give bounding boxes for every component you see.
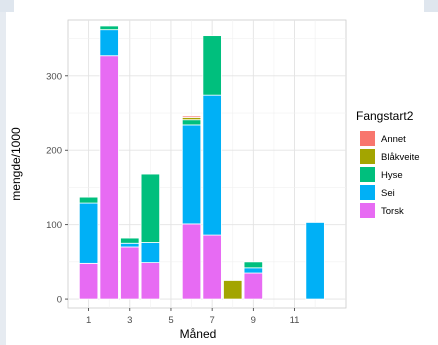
y-tick-label: 200 xyxy=(46,146,62,157)
bar-segment-torsk xyxy=(140,262,161,300)
bar-segment-torsk xyxy=(243,272,263,300)
bar-segment-torsk xyxy=(78,262,99,300)
bar-segment-torsk xyxy=(120,246,140,300)
bar-segment-torsk xyxy=(99,55,119,300)
x-tick-label: 11 xyxy=(290,315,300,326)
x-axis: 1 3 5 7 9 11 xyxy=(86,308,300,326)
legend-key-torsk xyxy=(360,203,375,218)
legend-label-blåkveite: Blåkveite xyxy=(381,152,420,163)
legend-label-annet: Annet xyxy=(381,134,406,145)
bar-segment-sei xyxy=(78,202,99,264)
bar-segment-hyse xyxy=(99,25,119,31)
x-tick-label: 3 xyxy=(127,315,132,326)
y-tick-label: 300 xyxy=(46,71,62,82)
legend-key-annet xyxy=(360,131,375,146)
legend-key-sei xyxy=(360,185,375,200)
legend-label-hyse: Hyse xyxy=(381,170,403,181)
bar-segment-hyse xyxy=(181,119,202,126)
bar-segment-sei xyxy=(243,267,263,274)
legend-key-hyse xyxy=(360,167,375,182)
x-tick-label: 7 xyxy=(209,315,214,326)
bar-segment-sei xyxy=(120,242,140,248)
bars xyxy=(78,25,325,300)
bar-segment-hyse xyxy=(78,196,99,204)
bar-segment-torsk xyxy=(181,223,202,300)
bar-segment-sei xyxy=(140,242,161,264)
bar-segment-sei xyxy=(305,222,325,300)
bar-segment-hyse xyxy=(243,261,263,269)
legend-label-torsk: Torsk xyxy=(381,206,404,217)
x-tick-label: 1 xyxy=(86,315,91,326)
bar-segment-sei xyxy=(181,124,202,225)
legend: Fangstart2 Annet Blåkveite Hyse Sei Torsk xyxy=(356,109,420,218)
legend-label-sei: Sei xyxy=(381,188,395,199)
bar-segment-hyse xyxy=(140,173,161,243)
bar-segment-sei xyxy=(202,94,222,236)
window-left-strip xyxy=(0,12,6,345)
legend-key-blåkveite xyxy=(360,149,375,164)
bar-segment-torsk xyxy=(202,234,222,300)
bar-segment-hyse xyxy=(202,35,222,96)
window-top-inner xyxy=(14,0,424,12)
legend-title: Fangstart2 xyxy=(356,109,414,123)
window-top-strip xyxy=(0,0,438,12)
y-axis-title: mengde/1000 xyxy=(9,127,23,201)
x-tick-label: 5 xyxy=(168,315,173,326)
bar-segment-blåkveite xyxy=(223,280,243,300)
y-tick-label: 0 xyxy=(57,295,62,306)
bar-segment-sei xyxy=(99,29,119,57)
y-axis: 0 100 200 300 xyxy=(46,71,68,306)
bar-segment-hyse xyxy=(120,237,140,244)
bar-segment-annet xyxy=(181,115,202,118)
x-tick-label: 9 xyxy=(251,315,256,326)
y-tick-label: 100 xyxy=(46,220,62,231)
x-axis-title: Måned xyxy=(180,327,217,341)
